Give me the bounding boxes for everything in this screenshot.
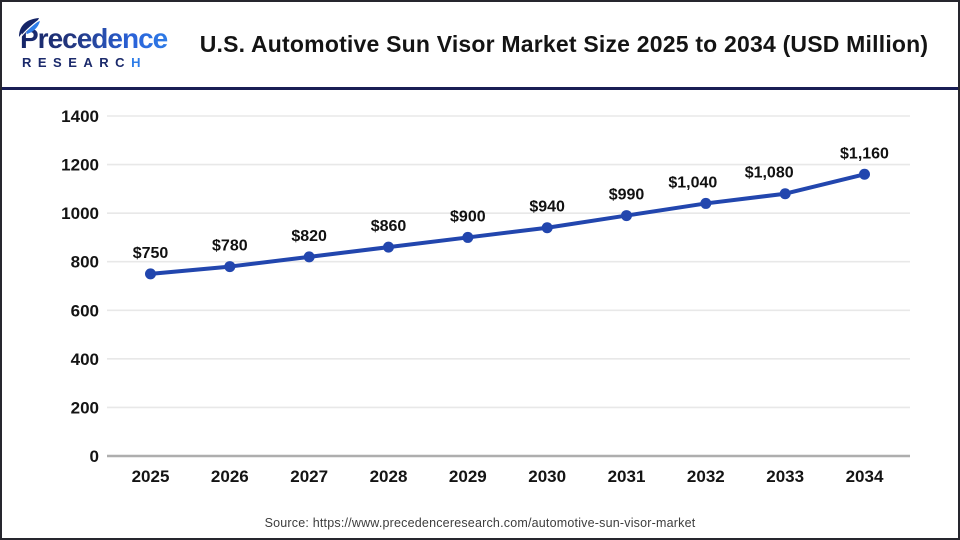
x-tick-label: 2034 bbox=[846, 467, 884, 486]
x-tick-label: 2025 bbox=[132, 467, 170, 486]
data-point bbox=[700, 197, 712, 209]
data-label: $940 bbox=[529, 199, 565, 216]
data-point bbox=[858, 168, 870, 180]
data-label: $780 bbox=[212, 238, 248, 255]
data-point bbox=[303, 251, 315, 263]
brand-logo: Precedence RESEARCH bbox=[18, 17, 170, 70]
x-tick-label: 2028 bbox=[370, 467, 408, 486]
x-tick-label: 2030 bbox=[528, 467, 566, 486]
data-point bbox=[462, 231, 474, 243]
y-tick-label: 1000 bbox=[61, 204, 99, 223]
data-label: $750 bbox=[133, 245, 169, 262]
leaf-icon bbox=[19, 17, 40, 38]
page-title: U.S. Automotive Sun Visor Market Size 20… bbox=[199, 31, 929, 57]
data-label: $820 bbox=[291, 228, 327, 245]
series-line bbox=[148, 172, 867, 276]
x-tick-label: 2026 bbox=[211, 467, 249, 486]
y-tick-label: 800 bbox=[71, 253, 99, 272]
x-tick-label: 2027 bbox=[290, 467, 328, 486]
y-tick-label: 400 bbox=[71, 350, 99, 369]
x-tick-label: 2029 bbox=[449, 467, 487, 486]
title-area: U.S. Automotive Sun Visor Market Size 20… bbox=[170, 31, 958, 58]
brand-name: Precedence bbox=[18, 24, 170, 53]
data-point bbox=[541, 222, 553, 234]
data-label: $900 bbox=[450, 208, 486, 225]
data-point bbox=[224, 261, 236, 273]
data-label: $1,160 bbox=[840, 145, 889, 162]
x-tick-label: 2033 bbox=[766, 467, 804, 486]
data-label: $1,040 bbox=[668, 174, 717, 191]
data-label: $860 bbox=[371, 218, 407, 235]
data-point bbox=[779, 188, 791, 200]
data-point bbox=[620, 210, 632, 222]
x-tick-label: 2031 bbox=[608, 467, 646, 486]
x-tick-label: 2032 bbox=[687, 467, 725, 486]
header-divider bbox=[2, 87, 958, 90]
data-point bbox=[382, 241, 394, 253]
data-point bbox=[145, 268, 156, 280]
market-size-line-chart: 0 200 400 600 800 1000 1200 1400 $750 $780 $820 $86… bbox=[61, 107, 910, 486]
y-tick-label: 600 bbox=[71, 301, 99, 320]
y-tick-label: 200 bbox=[71, 398, 99, 417]
y-tick-label: 1200 bbox=[61, 156, 99, 175]
data-label: $1,080 bbox=[745, 165, 794, 182]
brand-subtitle: RESEARCH bbox=[22, 54, 147, 70]
header: Precedence RESEARCH U.S. Automotive Sun … bbox=[2, 2, 958, 87]
data-label: $990 bbox=[609, 187, 645, 204]
source-text: Source: https://www.precedenceresearch.c… bbox=[264, 516, 696, 530]
y-tick-label: 1400 bbox=[61, 107, 99, 126]
y-tick-label: 0 bbox=[90, 447, 99, 466]
